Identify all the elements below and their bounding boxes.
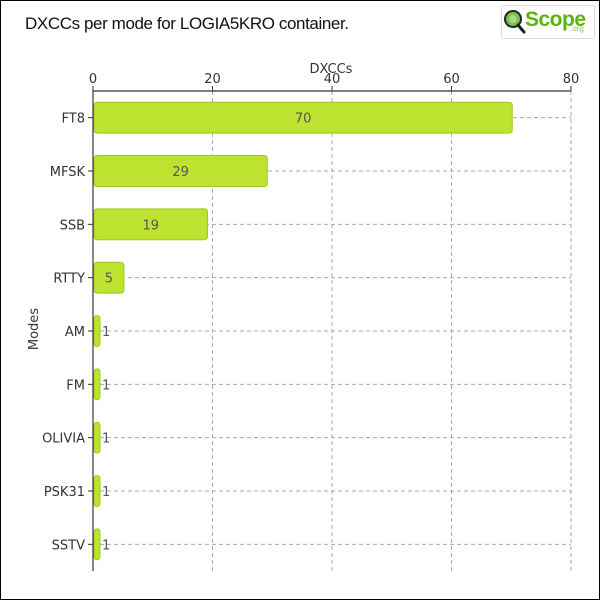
data-label: 29 <box>172 165 189 180</box>
bars-layer: 70 29 19 5 1 1 1 1 1 <box>93 101 513 561</box>
qscope-logo: Scope .org <box>501 5 595 39</box>
data-label: 1 <box>102 485 110 500</box>
y-tick-label: SSTV <box>52 538 85 553</box>
x-tick-label: 60 <box>443 72 460 87</box>
x-tick-label: 40 <box>324 72 341 87</box>
y-tick-label: RTTY <box>53 272 85 287</box>
x-tick-label: 0 <box>89 72 97 87</box>
bar <box>93 528 101 561</box>
y-tick-label: SSB <box>60 218 85 233</box>
bar <box>93 101 513 134</box>
x-tick-label: 80 <box>563 72 580 87</box>
x-axis-label: DXCCs <box>310 62 353 77</box>
bar <box>93 261 125 294</box>
x-tick-label: 20 <box>204 72 221 87</box>
y-tick-label: PSK31 <box>44 485 85 500</box>
data-label: 1 <box>102 538 110 553</box>
y-tick-label: AM <box>65 325 85 340</box>
data-label: 1 <box>102 378 110 393</box>
data-label: 70 <box>295 112 312 127</box>
bar <box>93 315 101 347</box>
bar <box>93 155 268 187</box>
bar <box>93 368 101 401</box>
bar <box>93 421 101 454</box>
magnifier-icon <box>504 10 526 34</box>
logo-suffix: .org <box>570 24 584 33</box>
data-label: 1 <box>102 432 110 447</box>
y-axis-label: Modes <box>27 308 42 350</box>
logo-text: Scope <box>525 8 586 31</box>
chart-title: DXCCs per mode for LOGIA5KRO container. <box>25 14 349 33</box>
y-tick-label: MFSK <box>50 165 86 180</box>
data-label: 5 <box>105 272 113 287</box>
y-tick-label: FT8 <box>62 112 85 127</box>
y-tick-label: FM <box>66 378 85 393</box>
axis-layer: FT8 MFSK SSB RTTY AM FM OLIVIA PSK31 SSTV 0 20 40 60… <box>42 72 579 571</box>
data-label: 19 <box>142 218 159 233</box>
y-tick-label: OLIVIA <box>42 432 85 447</box>
bar <box>93 208 209 241</box>
data-label: 1 <box>102 325 110 340</box>
bar <box>93 475 101 507</box>
